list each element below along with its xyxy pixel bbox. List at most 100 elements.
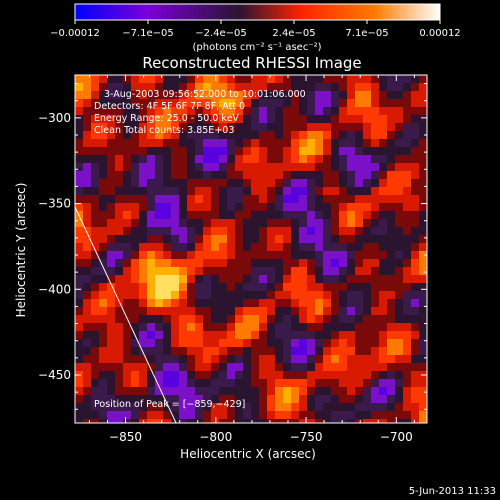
heatmap-cell [331,355,339,363]
colorbar-tick-label: 7.1e−05 [345,28,388,39]
heatmap-cell [403,179,411,187]
heatmap-cell [155,203,163,211]
heatmap-cell [291,171,299,179]
heatmap-cell [347,419,355,423]
heatmap-cell [251,283,259,291]
heatmap-cell [131,107,139,115]
heatmap-cell [379,243,387,251]
heatmap-cell [323,243,331,251]
heatmap-cell [163,91,171,99]
heatmap-cell [123,331,131,339]
heatmap-cell [259,291,267,299]
heatmap-cell [251,211,259,219]
heatmap-cell [403,291,411,299]
heatmap-cell [387,299,395,307]
heatmap-cell [179,347,187,355]
heatmap-cell [259,131,267,139]
heatmap-cell [259,395,267,403]
heatmap-cell [299,171,307,179]
heatmap-cell [355,131,363,139]
heatmap-cell [411,299,419,307]
heatmap-cell [307,131,315,139]
heatmap-cell [363,139,371,147]
heatmap-cell [123,179,131,187]
heatmap-cell [371,323,379,331]
heatmap-cell [275,363,283,371]
heatmap-cell [371,243,379,251]
heatmap-cell [131,123,139,131]
heatmap-cell [75,379,83,387]
heatmap-cell [83,307,91,315]
heatmap-cell [203,147,211,155]
heatmap-cell [195,155,203,163]
heatmap-cell [235,83,243,91]
heatmap-cell [131,91,139,99]
heatmap-cell [203,227,211,235]
heatmap-cell [299,379,307,387]
heatmap-cell [187,187,195,195]
heatmap-cell [275,395,283,403]
heatmap-cell [171,259,179,267]
heatmap-cell [347,315,355,323]
heatmap-cell [75,195,83,203]
heatmap-cell [243,219,251,227]
heatmap-cell [107,355,115,363]
heatmap-cell [227,251,235,259]
heatmap-cell [363,75,371,83]
heatmap-cell [139,75,147,83]
heatmap-cell [219,347,227,355]
plot-frame [74,74,428,424]
heatmap-cell [411,419,419,423]
heatmap-cell [195,363,203,371]
heatmap-cell [115,291,123,299]
heatmap-cell [315,171,323,179]
heatmap-cell [347,307,355,315]
heatmap-cell [395,243,403,251]
heatmap-cell [307,323,315,331]
heatmap-cell [227,355,235,363]
heatmap-cell [75,155,83,163]
heatmap-cell [131,395,139,403]
heatmap-cell [107,267,115,275]
heatmap-cell [243,171,251,179]
heatmap-cell [419,251,427,259]
heatmap-cell [259,371,267,379]
heatmap-cell [339,75,347,83]
heatmap-cell [163,387,171,395]
heatmap-cell [187,99,195,107]
heatmap-cell [347,243,355,251]
heatmap-cell [115,355,123,363]
y-axis-ticks: −300−350−400−450 [38,83,427,410]
heatmap-cell [163,195,171,203]
heatmap-cell [411,411,419,419]
heatmap-cell [227,259,235,267]
heatmap-cell [91,339,99,347]
heatmap-cell [315,283,323,291]
heatmap-cell [115,379,123,387]
heatmap-cell [331,155,339,163]
heatmap-cell [163,219,171,227]
heatmap-cell [387,379,395,387]
heatmap-cell [379,131,387,139]
heatmap-cell [395,219,403,227]
heatmap-cell [291,419,299,423]
heatmap-cell [203,219,211,227]
heatmap-cell [267,307,275,315]
heatmap-cell [283,163,291,171]
heatmap-cell [235,387,243,395]
heatmap-cell [307,387,315,395]
heatmap-cell [267,315,275,323]
heatmap-cell [83,267,91,275]
heatmap-cell [315,179,323,187]
heatmap-cell [99,275,107,283]
heatmap-cell [115,411,123,419]
heatmap-cell [347,123,355,131]
heatmap-cell [323,291,331,299]
heatmap-cell [315,75,323,83]
heatmap-cell [83,139,91,147]
heatmap-cell [387,283,395,291]
heatmap-cell [187,251,195,259]
heatmap-cell [339,91,347,99]
heatmap-cell [203,267,211,275]
